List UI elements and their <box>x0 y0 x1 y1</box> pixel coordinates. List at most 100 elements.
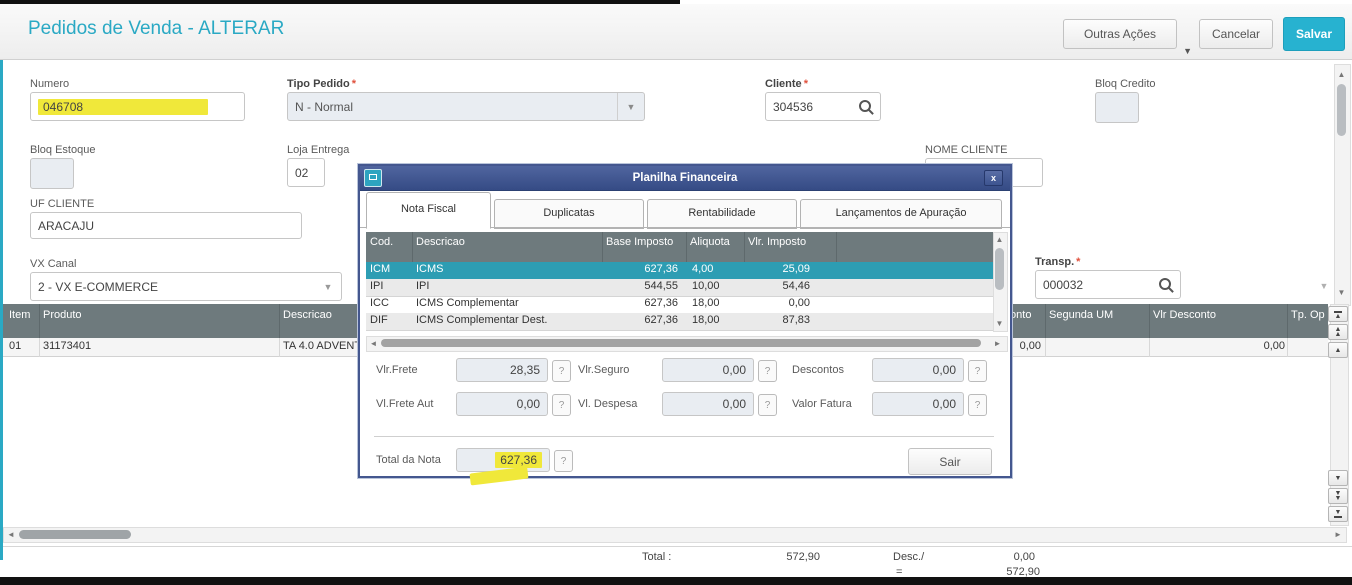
tax-table-hthumb[interactable] <box>381 339 981 347</box>
outras-acoes-label: Outras Ações <box>1083 27 1157 41</box>
scroll-to-top-button[interactable]: ▲ <box>1328 306 1348 322</box>
cell-vlr-desconto: 0,00 <box>1263 340 1285 352</box>
vlr-seguro-input[interactable]: 0,00 <box>662 358 754 382</box>
disabled-dropdown-icon: ▼ <box>1319 281 1329 291</box>
window-bottom-edge <box>0 577 1352 585</box>
help-button[interactable]: ? <box>968 360 987 382</box>
scroll-to-bottom-button[interactable]: ▼ <box>1328 506 1348 522</box>
required-asterisk: * <box>351 78 357 90</box>
line-down-button[interactable]: ▼ <box>1328 470 1348 486</box>
line-up-button[interactable]: ▲ <box>1328 342 1348 358</box>
scroll-up-icon[interactable]: ▲ <box>995 234 1004 244</box>
tax-row-icc[interactable]: ICC ICMS Complementar 627,36 18,00 0,00 <box>366 296 993 314</box>
vlr-seguro-label: Vlr.Seguro <box>578 364 630 376</box>
grid-hscrollbar-thumb[interactable] <box>19 530 131 539</box>
scroll-down-icon[interactable]: ▼ <box>1337 287 1346 297</box>
vlr-frete-input[interactable]: 28,35 <box>456 358 548 382</box>
page-title: Pedidos de Venda - ALTERAR <box>28 18 285 39</box>
col-segunda-um: Segunda UM <box>1049 309 1114 321</box>
vl-frete-aut-input[interactable]: 0,00 <box>456 392 548 416</box>
search-icon[interactable] <box>859 100 871 112</box>
footer-equals: = <box>896 566 903 578</box>
help-button[interactable]: ? <box>968 394 987 416</box>
tab-lancamentos-apuracao[interactable]: Lançamentos de Apuração <box>800 199 1002 229</box>
vx-canal-dropdown-icon[interactable]: ▼ <box>323 281 333 292</box>
close-icon[interactable]: x <box>984 170 1003 186</box>
scroll-bottom-icon: ▼ <box>1334 508 1342 516</box>
tab-rentabilidade[interactable]: Rentabilidade <box>647 199 797 229</box>
sair-label: Sair <box>939 454 961 469</box>
page-down-button[interactable]: ▼ ▼ <box>1328 488 1348 504</box>
footer-desc-value: 0,00 <box>1013 551 1035 563</box>
tipo-pedido-dropdown-icon[interactable]: ▼ <box>617 93 644 120</box>
cell-aliquota: 4,00 <box>692 263 714 275</box>
numero-input[interactable]: 046708 <box>30 92 245 121</box>
help-button[interactable]: ? <box>552 394 571 416</box>
col-aliquota: Aliquota <box>690 236 730 248</box>
footer-divider <box>3 546 1352 547</box>
vx-canal-select[interactable]: 2 - VX E-COMMERCE ▼ <box>30 272 342 301</box>
total-da-nota-input[interactable]: 627,36 <box>456 448 550 472</box>
scroll-left-icon[interactable]: ◄ <box>7 529 15 539</box>
scroll-down-icon[interactable]: ▼ <box>995 318 1004 328</box>
form-scrollbar-thumb[interactable] <box>1337 84 1346 136</box>
tax-row-ipi[interactable]: IPI IPI 544,55 10,00 54,46 <box>366 279 993 297</box>
cell-descricao: ICMS Complementar Dest. <box>416 314 548 326</box>
cancelar-button[interactable]: Cancelar <box>1199 19 1273 49</box>
col-item: Item <box>9 309 31 321</box>
cell-vlr: 25,09 <box>782 263 810 275</box>
outras-acoes-button[interactable]: Outras Ações ▼ <box>1063 19 1192 56</box>
page-down-icon: ▼ <box>1334 490 1342 497</box>
bloq-credito-input[interactable] <box>1095 92 1139 123</box>
cell-vlr: 54,46 <box>782 280 810 292</box>
scroll-right-icon[interactable]: ► <box>1334 529 1342 539</box>
help-button[interactable]: ? <box>758 394 777 416</box>
transp-input[interactable]: 000032 <box>1035 270 1181 299</box>
dialog-titlebar[interactable]: Planilha Financeira <box>360 166 1010 191</box>
loja-entrega-input[interactable]: 02 <box>287 158 325 187</box>
transp-value: 000032 <box>1043 277 1084 292</box>
cell-descricao: ICMS Complementar <box>416 297 519 309</box>
line-up-icon: ▲ <box>1334 346 1342 354</box>
tax-table-header: Cod. Descricao Base Imposto Aliquota Vlr… <box>366 232 993 262</box>
vl-despesa-label: Vl. Despesa <box>578 398 638 410</box>
cell-aliquota: 10,00 <box>692 280 720 292</box>
help-button[interactable]: ? <box>554 450 573 472</box>
col-vlr-desconto: Vlr Desconto <box>1153 309 1216 321</box>
grid-horizontal-scrollbar[interactable] <box>3 527 1347 543</box>
sair-button[interactable]: Sair <box>908 448 992 475</box>
salvar-button[interactable]: Salvar <box>1283 17 1345 51</box>
help-button[interactable]: ? <box>758 360 777 382</box>
search-icon[interactable] <box>1159 278 1171 290</box>
page-up-button[interactable]: ▲ ▲ <box>1328 324 1348 340</box>
cell-descricao: IPI <box>416 280 430 292</box>
col-base-imposto: Base Imposto <box>606 236 674 248</box>
tax-table-vthumb[interactable] <box>995 248 1004 290</box>
valor-fatura-input[interactable]: 0,00 <box>872 392 964 416</box>
col-descricao: Descricao <box>283 309 332 321</box>
vl-despesa-input[interactable]: 0,00 <box>662 392 754 416</box>
help-button[interactable]: ? <box>552 360 571 382</box>
footer-total-value: 572,90 <box>786 551 820 563</box>
vx-canal-label: VX Canal <box>30 258 77 270</box>
bloq-estoque-input[interactable] <box>30 158 74 189</box>
descontos-input[interactable]: 0,00 <box>872 358 964 382</box>
tipo-pedido-select[interactable]: N - Normal ▼ <box>287 92 645 121</box>
scroll-right-icon[interactable]: ► <box>993 338 1002 348</box>
planilha-financeira-dialog: Planilha Financeira x Nota Fiscal Duplic… <box>358 164 1012 486</box>
uf-cliente-label: UF CLIENTE <box>30 198 95 210</box>
total-da-nota-value: 627,36 <box>495 452 542 468</box>
loja-entrega-label: Loja Entrega <box>287 144 350 156</box>
scroll-up-icon[interactable]: ▲ <box>1337 69 1346 79</box>
tax-row-icm[interactable]: ICM ICMS 627,36 4,00 25,09 <box>366 262 993 280</box>
cliente-input[interactable]: 304536 <box>765 92 881 121</box>
salvar-label: Salvar <box>1295 27 1333 41</box>
tab-duplicatas[interactable]: Duplicatas <box>494 199 644 229</box>
tab-nota-fiscal[interactable]: Nota Fiscal <box>366 192 491 229</box>
uf-cliente-input[interactable]: ARACAJU <box>30 212 302 239</box>
cell-cod: ICC <box>370 297 389 309</box>
scroll-left-icon[interactable]: ◄ <box>369 338 378 348</box>
col-vlr-imposto: Vlr. Imposto <box>748 236 807 248</box>
tax-row-dif[interactable]: DIF ICMS Complementar Dest. 627,36 18,00… <box>366 313 993 331</box>
